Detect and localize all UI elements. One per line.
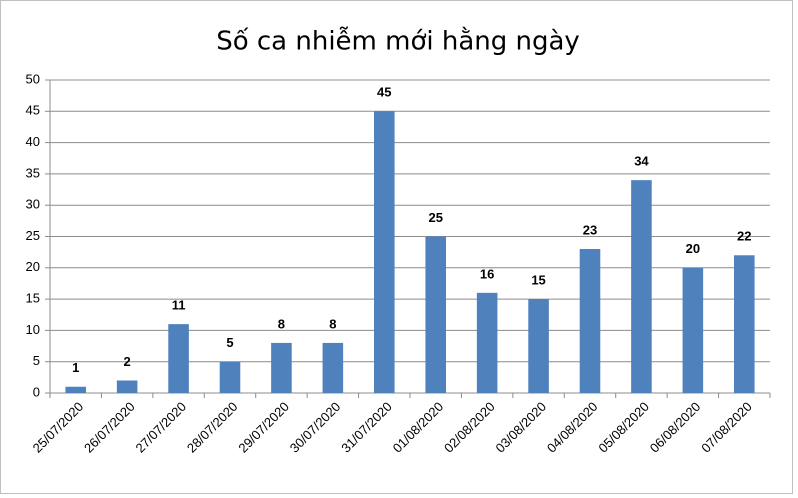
bar <box>682 267 704 393</box>
y-tick-label: 50 <box>26 71 40 86</box>
value-label: 34 <box>634 154 649 169</box>
chart-title: Số ca nhiễm mới hằng ngày <box>216 26 580 57</box>
value-label: 22 <box>737 229 751 244</box>
bar <box>476 292 498 393</box>
value-label: 5 <box>226 335 233 350</box>
y-tick-label: 0 <box>33 384 40 399</box>
value-label: 11 <box>172 298 186 313</box>
bar <box>168 324 189 393</box>
y-tick-label: 25 <box>26 228 40 243</box>
bar <box>734 255 755 393</box>
bar <box>116 380 138 393</box>
value-label: 8 <box>278 316 285 331</box>
y-tick-label: 35 <box>26 165 40 180</box>
y-tick-label: 10 <box>26 322 40 337</box>
value-label: 25 <box>428 210 442 225</box>
bar <box>65 386 86 393</box>
value-label: 16 <box>480 266 494 281</box>
value-label: 1 <box>72 360 79 375</box>
y-tick-label: 5 <box>33 353 40 368</box>
value-label: 15 <box>531 273 545 288</box>
value-label: 20 <box>686 241 700 256</box>
y-tick-label: 30 <box>26 197 40 212</box>
bar <box>219 361 241 393</box>
value-label: 2 <box>124 354 131 369</box>
bar <box>425 236 446 393</box>
y-tick-label: 40 <box>26 134 40 149</box>
y-tick-label: 20 <box>26 259 40 274</box>
bar <box>528 299 549 393</box>
value-label: 45 <box>377 85 391 100</box>
y-tick-label: 15 <box>26 291 40 306</box>
bar <box>631 180 652 393</box>
bar <box>271 342 292 393</box>
bar <box>322 342 344 393</box>
value-label: 23 <box>583 222 597 237</box>
bar <box>374 111 395 394</box>
value-label: 8 <box>329 316 336 331</box>
bar <box>579 249 601 393</box>
y-tick-label: 45 <box>26 103 40 118</box>
